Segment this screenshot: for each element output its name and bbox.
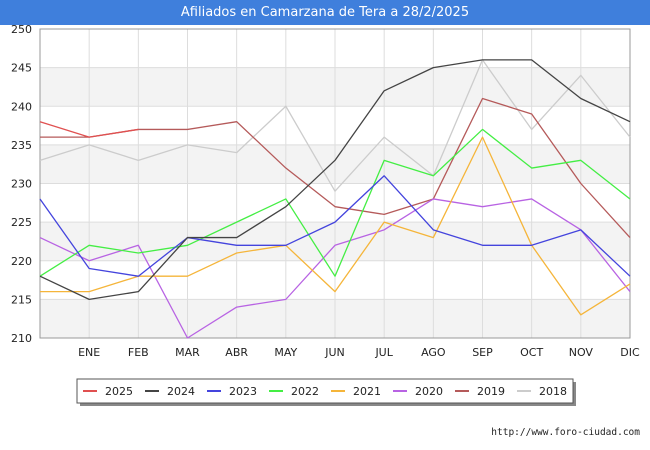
legend-label-2024: 2024	[167, 385, 195, 398]
source-url[interactable]: http://www.foro-ciudad.com	[491, 427, 640, 438]
x-tick-label: DIC	[620, 346, 640, 359]
legend-label-2022: 2022	[291, 385, 319, 398]
series-line-2018	[39, 59, 631, 192]
series-line-2023	[39, 175, 631, 277]
plot-border	[39, 28, 631, 339]
x-tick-label: MAY	[274, 346, 297, 359]
y-tick-label: 210	[11, 332, 32, 345]
x-tick-label: JUN	[324, 346, 345, 359]
y-tick-label: 245	[11, 62, 32, 75]
legend-label-2018: 2018	[539, 385, 567, 398]
legend-label-2023: 2023	[229, 385, 257, 398]
y-tick-label: 220	[11, 255, 32, 268]
chart-title: Afiliados en Camarzana de Tera a 28/2/20…	[0, 0, 650, 25]
x-tick-label: OCT	[520, 346, 543, 359]
series-line-2022	[39, 128, 631, 277]
x-tick-label: NOV	[569, 346, 594, 359]
series-line-2025	[39, 121, 139, 138]
y-tick-label: 225	[11, 216, 32, 229]
series-line-2024	[39, 59, 631, 301]
y-tick-label: 230	[11, 178, 32, 191]
x-tick-label: ENE	[78, 346, 100, 359]
x-tick-label: AGO	[421, 346, 446, 359]
legend-label-2021: 2021	[353, 385, 381, 398]
x-tick-label: MAR	[175, 346, 200, 359]
x-tick-label: SEP	[472, 346, 493, 359]
y-tick-label: 215	[11, 293, 32, 306]
y-tick-label: 235	[11, 139, 32, 152]
x-tick-label: JUL	[374, 346, 393, 359]
x-tick-label: FEB	[128, 346, 149, 359]
legend-label-2019: 2019	[477, 385, 505, 398]
legend-box	[76, 378, 574, 404]
legend-label-2020: 2020	[415, 385, 443, 398]
y-tick-label: 250	[11, 23, 32, 36]
series-line-2020	[39, 198, 631, 339]
x-tick-label: ABR	[225, 346, 248, 359]
legend-label-2025: 2025	[105, 385, 133, 398]
y-tick-label: 240	[11, 100, 32, 113]
